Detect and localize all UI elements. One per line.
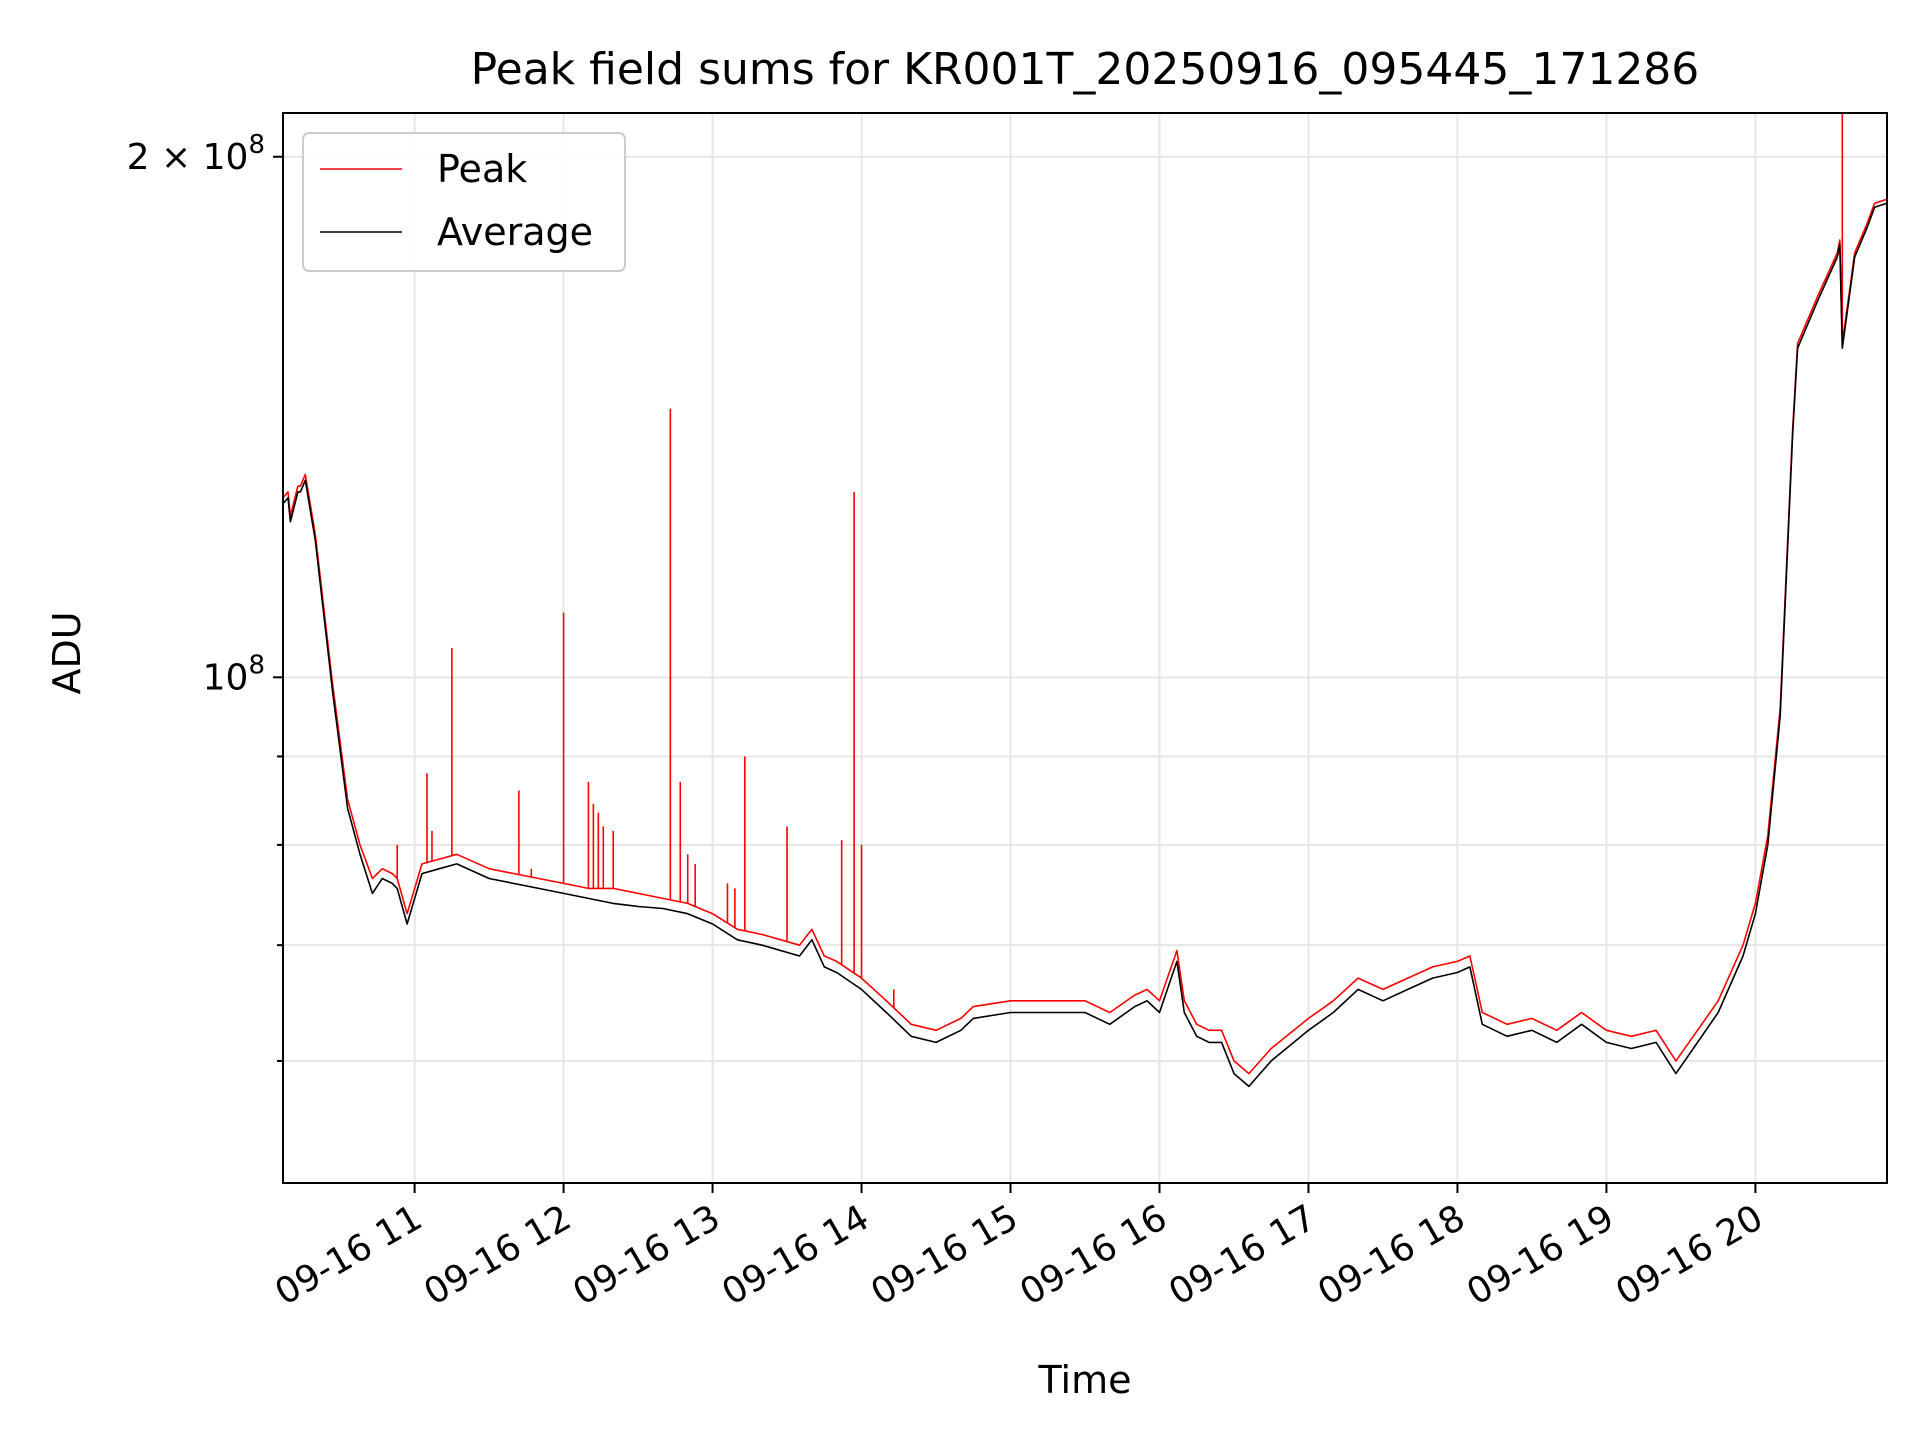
- y-tick-base: 10: [203, 657, 249, 698]
- average-line: [282, 202, 1888, 1088]
- y-axis-title: ADU: [45, 611, 89, 694]
- series-layer: [282, 113, 1888, 1088]
- chart-title: Peak field sums for KR001T_20250916_0954…: [471, 44, 1700, 95]
- y-tick-label: 2 × 108: [127, 130, 265, 178]
- legend-box: [302, 132, 626, 272]
- legend-label-average: Average: [437, 210, 593, 254]
- legend: Peak Average: [302, 132, 626, 272]
- y-tick-exponent: 8: [248, 130, 265, 160]
- plot-frame: [282, 112, 1888, 1184]
- peak-line: [282, 198, 1888, 1075]
- y-tick-exponent: 8: [248, 650, 265, 680]
- legend-label-peak: Peak: [437, 147, 527, 191]
- y-tick-coefficient: 2 ×: [127, 137, 203, 178]
- y-tick-base: 10: [203, 137, 249, 178]
- x-axis-title: Time: [1038, 1358, 1132, 1402]
- y-tick-label: 108: [203, 650, 265, 698]
